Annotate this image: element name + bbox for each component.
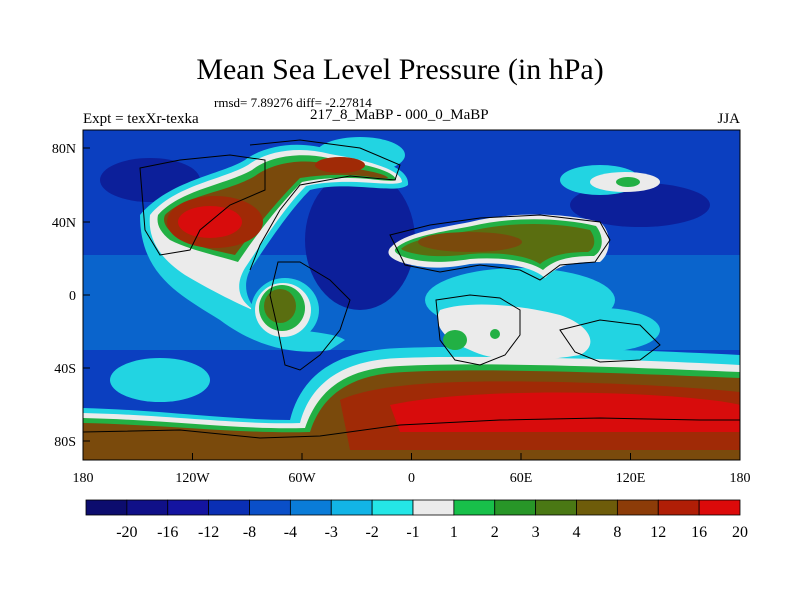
color-legend: -20 -16 -12 -8 -4 -3 -2 -1 1 2 3 4 8 12 16 20	[85, 499, 748, 541]
x-tick-180e: 180	[730, 453, 751, 486]
y-axis: 80N 40N 0 40S 80S	[52, 142, 90, 450]
legend-label: -3	[325, 524, 338, 541]
legend-label: 12	[650, 524, 666, 541]
legend-swatch	[535, 499, 577, 516]
coastline-east	[559, 319, 661, 363]
legend-swatch	[249, 499, 291, 516]
legend-label: -4	[284, 524, 297, 541]
legend-label: 3	[532, 524, 540, 541]
x-tick-label: 60E	[510, 471, 533, 486]
x-tick-label: 0	[408, 471, 415, 486]
legend-label: 1	[450, 524, 458, 541]
legend-label: -20	[116, 524, 137, 541]
south-pacific-patch	[110, 358, 210, 402]
legend-swatch	[289, 499, 332, 516]
x-tick-120e: 120E	[616, 453, 646, 486]
coastline-eurasia	[389, 214, 611, 281]
x-tick-label: 180	[73, 471, 94, 486]
y-tick-label: 40S	[54, 362, 76, 377]
y-tick-80s: 80S	[54, 435, 90, 450]
stats-label: rmsd= 7.89276 diff= -2.27814	[214, 95, 372, 110]
legend-swatch	[453, 499, 496, 516]
chart-title: Mean Sea Level Pressure (in hPa)	[196, 53, 604, 86]
pressure-field	[83, 130, 740, 460]
africa-small-patch	[490, 329, 500, 339]
legend-swatch	[371, 499, 414, 516]
x-tick-60w: 60W	[288, 453, 316, 486]
southern-high-max	[390, 392, 740, 432]
y-tick-40n: 40N	[52, 216, 90, 231]
season-label: JJA	[717, 111, 740, 127]
africa-white-area	[437, 304, 591, 360]
legend-label: -1	[406, 524, 419, 541]
legend-swatch	[616, 499, 659, 516]
y-tick-label: 80N	[52, 142, 76, 157]
coastline-south	[83, 417, 740, 439]
legend-label: -12	[198, 524, 219, 541]
x-tick-60e: 60E	[510, 453, 533, 486]
experiment-label: Expt = texXr-texka	[83, 111, 199, 127]
coastlines	[83, 139, 740, 439]
legend-label: -2	[365, 524, 378, 541]
greenland-high	[315, 157, 365, 173]
legend-swatch	[85, 499, 128, 516]
legend-swatch	[576, 499, 618, 516]
legend-swatch	[208, 499, 250, 516]
legend-label: -8	[243, 524, 256, 541]
africa-green-patch	[443, 330, 467, 350]
legend-swatch	[126, 499, 169, 516]
sa-island-core	[264, 289, 296, 323]
eurasia-high	[418, 232, 522, 252]
y-tick-40s: 40S	[54, 362, 90, 377]
legend-swatch	[494, 499, 537, 516]
coastline-north-east	[249, 139, 401, 271]
x-axis: 180 120W 60W 0 60E 120E 180	[73, 453, 751, 486]
legend-label: 2	[491, 524, 499, 541]
arctic-island-green	[616, 177, 640, 187]
legend-swatch	[330, 499, 373, 516]
x-tick-120w: 120W	[175, 453, 210, 486]
legend-swatch	[412, 499, 455, 516]
x-tick-180w: 180	[73, 453, 94, 486]
x-tick-label: 120W	[175, 471, 210, 486]
x-tick-label: 60W	[288, 471, 316, 486]
coastline-north-west	[139, 154, 266, 256]
atlantic-low	[305, 170, 415, 310]
legend-label: 16	[691, 524, 707, 541]
legend-label: -16	[157, 524, 178, 541]
legend-label: 20	[732, 524, 748, 541]
coastline-south-america	[269, 261, 351, 371]
legend-label: 4	[573, 524, 581, 541]
legend-swatch	[657, 499, 700, 516]
y-tick-0: 0	[69, 289, 90, 304]
y-tick-label: 80S	[54, 435, 76, 450]
period-label: 217_8_MaBP - 000_0_MaBP	[310, 107, 489, 123]
y-tick-label: 0	[69, 289, 76, 304]
y-tick-label: 40N	[52, 216, 76, 231]
y-tick-80n: 80N	[52, 142, 90, 157]
x-tick-0: 0	[408, 453, 415, 486]
legend-label: 8	[613, 524, 621, 541]
legend-swatch	[698, 499, 741, 516]
legend-swatch	[167, 499, 210, 516]
coastline-africa	[435, 294, 521, 366]
x-tick-label: 120E	[616, 471, 646, 486]
x-tick-label: 180	[730, 471, 751, 486]
